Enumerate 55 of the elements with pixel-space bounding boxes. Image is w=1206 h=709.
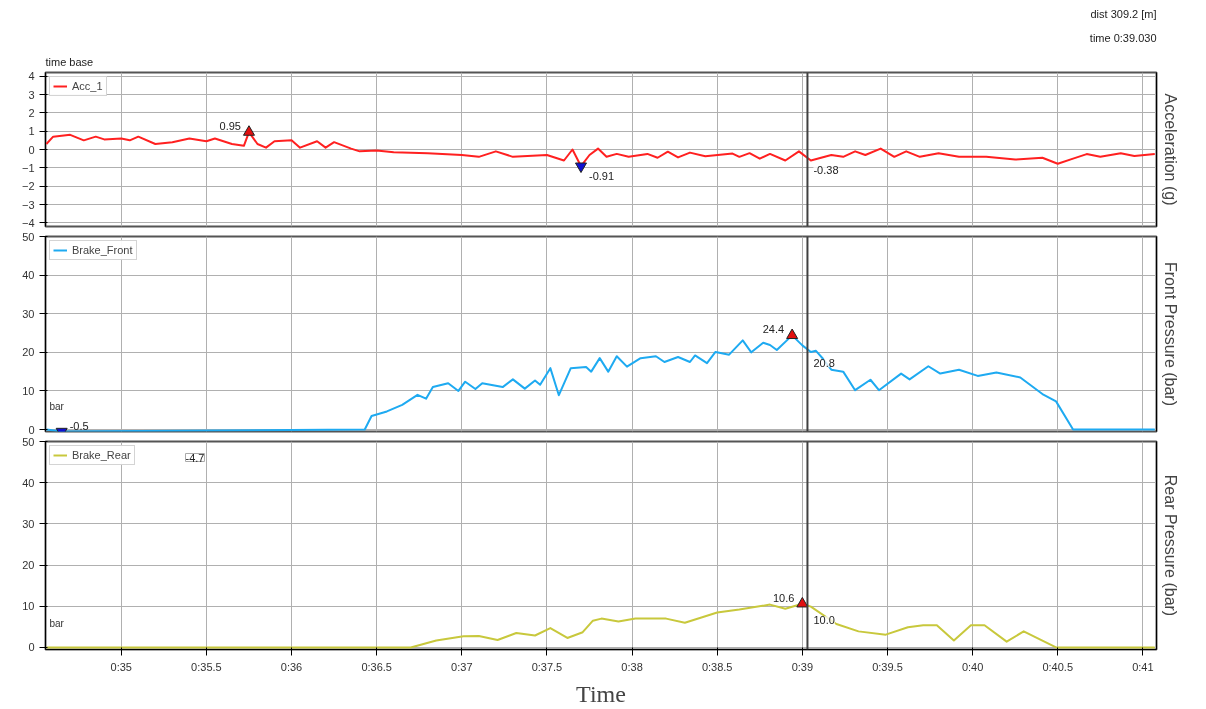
text: time base (45, 55, 94, 68)
y-tick-label: 0 (28, 423, 35, 436)
y-tick-label: 40 (22, 476, 35, 489)
annotation: 10.6 (772, 591, 795, 604)
y-tick-label: −2 (21, 180, 35, 193)
x-tick-label: 0:40.5 (1042, 660, 1074, 673)
y-tick-label: 50 (22, 230, 35, 243)
y-tick-label: 4 (28, 70, 35, 83)
y-tick-label: 10 (22, 600, 35, 613)
x-tick-label: 0:39 (791, 660, 814, 673)
y-tick-label: 3 (28, 88, 35, 101)
annotation: -0.38 (813, 164, 839, 177)
legend-label: Acc_1 (72, 80, 103, 92)
y-tick-label: 30 (22, 307, 35, 320)
annotation: -0.91 (588, 170, 615, 183)
x-tick-label: 0:35.5 (191, 660, 222, 673)
annotation: 0.95 (219, 120, 241, 133)
text: time 0:39.030 (1089, 31, 1157, 44)
x-tick-label: 0:35 (110, 660, 132, 673)
y-tick-label: 0 (28, 641, 35, 654)
x-tick-label: 0:36 (280, 660, 303, 673)
annotation: bar (49, 617, 65, 629)
y-tick-label: 1 (28, 125, 35, 138)
y-axis-title: Acceleration (g) (1161, 93, 1179, 206)
annotation: 20.8 (813, 357, 835, 370)
x-tick-label: 0:37 (451, 660, 473, 673)
x-tick-label: 0:36.5 (361, 660, 392, 673)
y-tick-label: 40 (22, 269, 35, 282)
legend-label: Brake_Front (72, 244, 133, 256)
y-axis-title: Rear Pressure (bar) (1161, 474, 1179, 617)
y-tick-label: 20 (22, 346, 35, 359)
x-tick-label: 0:41 (1132, 660, 1154, 673)
legend-label: Brake_Rear (72, 449, 131, 461)
annotation: -0.5 (69, 419, 89, 432)
y-axis-title: Front Pressure (bar) (1161, 261, 1179, 407)
y-tick-label: 30 (22, 517, 35, 530)
x-tick-label: 0:40 (961, 660, 984, 673)
x-tick-label: 0:39.5 (872, 660, 903, 673)
y-tick-label: 2 (28, 106, 35, 119)
x-tick-label: 0:37.5 (531, 660, 563, 673)
y-tick-label: 10 (22, 384, 35, 397)
y-tick-label: −4 (21, 216, 35, 229)
x-tick-label: 0:38 (621, 660, 643, 673)
y-tick-label: 50 (22, 435, 35, 448)
annotation: 24.4 (762, 323, 785, 336)
x-tick-label: 0:38.5 (701, 660, 733, 673)
annotation: 10.0 (813, 614, 835, 627)
y-tick-label: −1 (21, 161, 35, 174)
y-tick-label: 0 (28, 143, 35, 156)
text: dist 309.2 [m] (1090, 7, 1157, 20)
y-tick-label: −3 (21, 198, 35, 211)
annotation: bar (49, 401, 65, 412)
y-tick-label: 20 (22, 559, 35, 572)
x-axis-title: Time (576, 680, 626, 707)
annotation: -4.7 (185, 451, 205, 464)
